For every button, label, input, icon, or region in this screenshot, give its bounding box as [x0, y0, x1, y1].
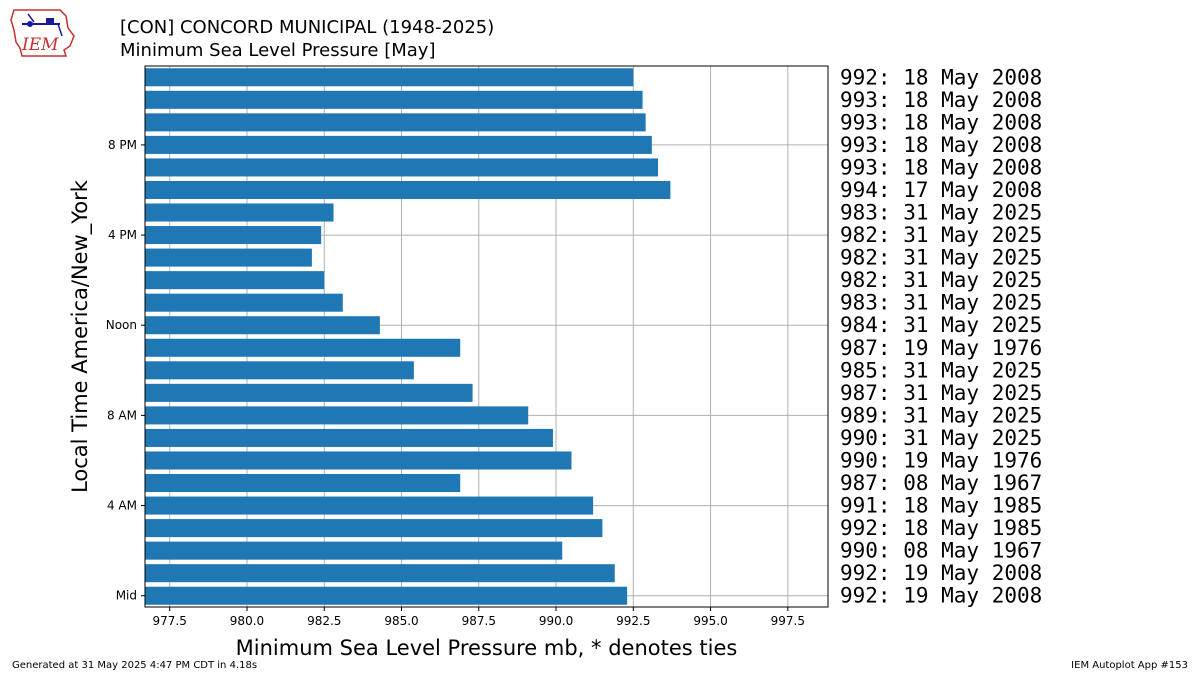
annotation-hour-22: 993: 18 May 2008	[840, 88, 1042, 112]
annotation-hour-20: 993: 18 May 2008	[840, 133, 1042, 157]
bar-hour-10	[145, 361, 414, 380]
annotation-hour-7: 990: 31 May 2025	[840, 426, 1042, 450]
bar-hour-2	[145, 541, 563, 560]
app-note: IEM Autoplot App #153	[1071, 660, 1188, 671]
x-tick-label: 995.0	[693, 614, 727, 628]
x-tick-label: 980.0	[230, 614, 264, 628]
bar-hour-13	[145, 293, 343, 312]
bar-hour-9	[145, 383, 473, 402]
bars	[145, 68, 671, 605]
annotation-hour-10: 985: 31 May 2025	[840, 358, 1042, 382]
annotation-hour-1: 992: 19 May 2008	[840, 561, 1042, 585]
bar-hour-22	[145, 90, 643, 109]
x-tick-label: 977.5	[153, 614, 187, 628]
y-tick-label: 8 PM	[108, 138, 137, 152]
bar-hour-15	[145, 248, 312, 267]
bar-hour-7	[145, 428, 553, 447]
annotation-hour-4: 991: 18 May 1985	[840, 494, 1042, 518]
annotation-hour-23: 992: 18 May 2008	[840, 65, 1042, 89]
annotation-hour-15: 982: 31 May 2025	[840, 246, 1042, 270]
annotation-hour-16: 982: 31 May 2025	[840, 223, 1042, 247]
plot-frame	[144, 65, 829, 608]
annotation-hour-2: 990: 08 May 1967	[840, 539, 1042, 563]
annotation-hour-17: 983: 31 May 2025	[840, 201, 1042, 225]
y-tick-label: Mid	[116, 589, 137, 603]
bar-hour-3	[145, 519, 603, 538]
bar-hour-11	[145, 338, 461, 357]
bar-hour-14	[145, 271, 325, 290]
x-tick-label: 987.5	[462, 614, 496, 628]
bar-hour-0	[145, 586, 628, 605]
annotation-hour-6: 990: 19 May 1976	[840, 448, 1042, 472]
bar-hour-12	[145, 316, 380, 335]
bar-hour-4	[145, 496, 594, 515]
generated-note: Generated at 31 May 2025 4:47 PM CDT in …	[12, 660, 258, 671]
bar-hour-17	[145, 203, 334, 222]
x-tick-label: 985.0	[384, 614, 418, 628]
annotation-hour-3: 992: 18 May 1985	[840, 516, 1042, 540]
x-tick-label: 990.0	[539, 614, 573, 628]
iem-logo: IEM	[10, 9, 75, 57]
bar-hour-5	[145, 474, 461, 493]
logo-text: IEM	[21, 35, 59, 55]
bar-hour-23	[145, 68, 634, 87]
x-tick-label: 982.5	[307, 614, 341, 628]
y-axis-label: Local Time America/New_York	[68, 179, 93, 493]
bar-hour-8	[145, 406, 529, 425]
annotation-hour-18: 994: 17 May 2008	[840, 178, 1042, 202]
annotation-hour-12: 984: 31 May 2025	[840, 313, 1042, 337]
y-tick-label: 4 AM	[107, 499, 137, 513]
annotation-hour-13: 983: 31 May 2025	[840, 291, 1042, 315]
annotation-hour-5: 987: 08 May 1967	[840, 471, 1042, 495]
x-tick-label: 997.5	[771, 614, 805, 628]
bar-hour-21	[145, 113, 646, 132]
annotation-hour-0: 992: 19 May 2008	[840, 584, 1042, 608]
y-tick-label: 8 AM	[107, 408, 137, 422]
annotation-hour-9: 987: 31 May 2025	[840, 381, 1042, 405]
annotation-hour-8: 989: 31 May 2025	[840, 403, 1042, 427]
bar-hour-6	[145, 451, 572, 470]
y-tick-label: Noon	[106, 318, 137, 332]
ticks: 977.5 980.0 982.5 985.0 987.5 990.0 992.5 995.0…	[106, 138, 805, 628]
chart-title: [CON] CONCORD MUNICIPAL (1948-2025)	[120, 17, 495, 38]
bar-hour-20	[145, 135, 652, 154]
x-axis-label: Minimum Sea Level Pressure mb, * denotes…	[236, 636, 738, 660]
bar-hour-16	[145, 226, 322, 245]
bar-hour-1	[145, 564, 615, 583]
bar-hour-19	[145, 158, 659, 177]
annotation-hour-21: 993: 18 May 2008	[840, 110, 1042, 134]
y-tick-label: 4 PM	[108, 228, 137, 242]
annotation-hour-11: 987: 19 May 1976	[840, 336, 1042, 360]
chart-subtitle: Minimum Sea Level Pressure [May]	[120, 40, 436, 61]
annotation-hour-19: 993: 18 May 2008	[840, 155, 1042, 179]
bar-hour-18	[145, 180, 671, 199]
annotation-hour-14: 982: 31 May 2025	[840, 268, 1042, 292]
x-tick-label: 992.5	[616, 614, 650, 628]
